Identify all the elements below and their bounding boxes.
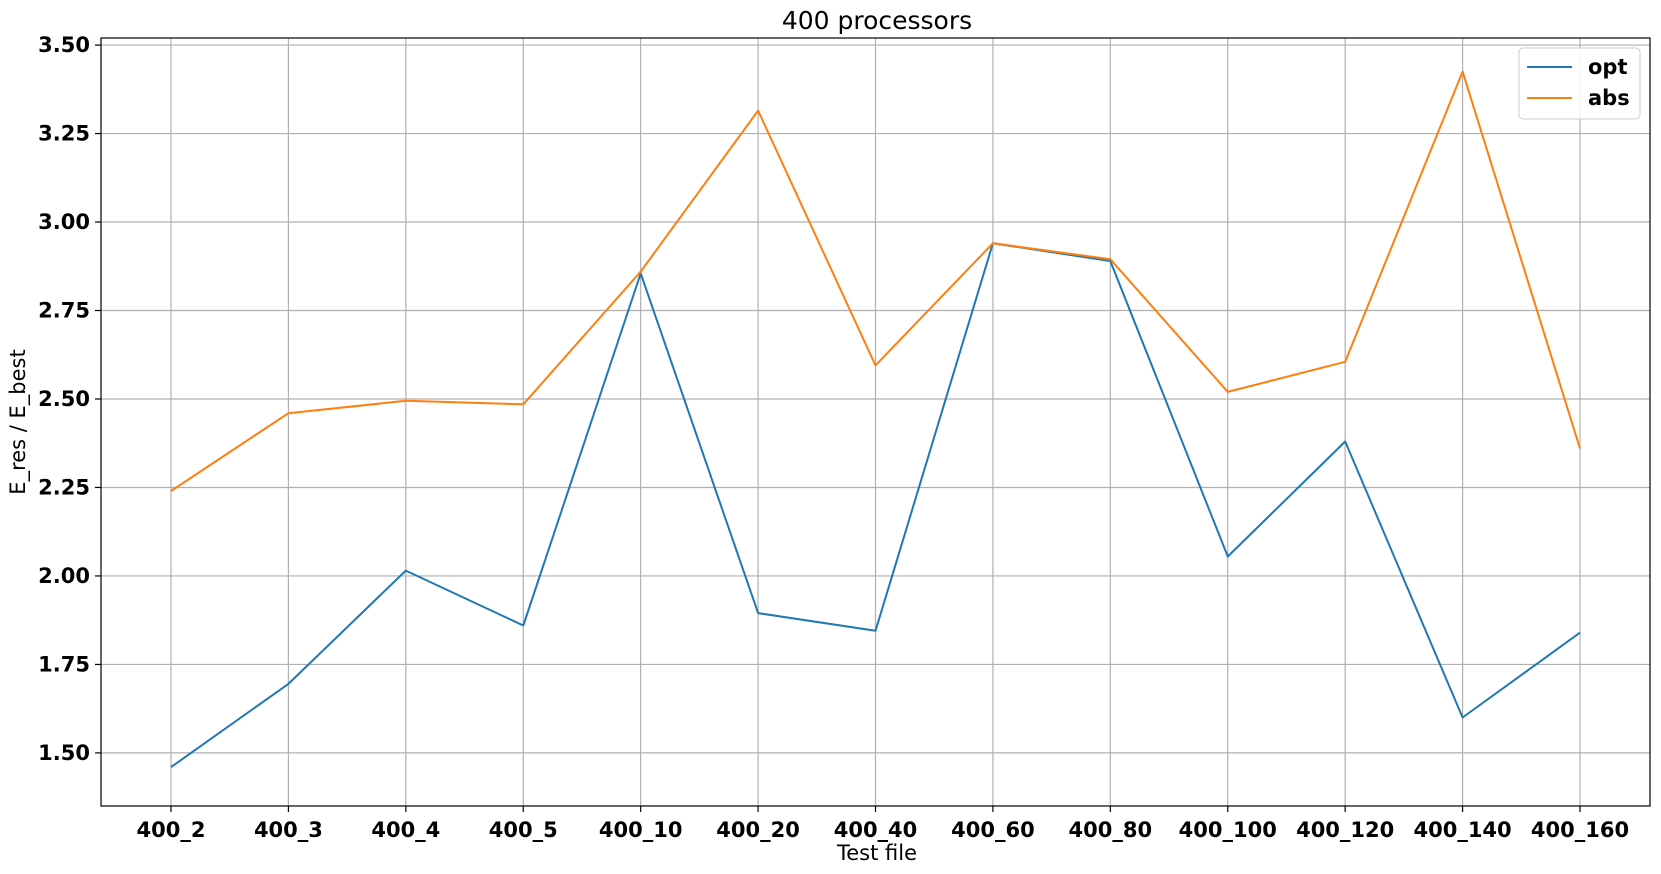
x-tick-label: 400_2 [137,818,206,842]
series-layer [170,70,1581,768]
legend-label-abs: abs [1588,86,1630,110]
x-tick-label: 400_10 [599,818,683,842]
y-tick-label: 3.50 [38,33,90,57]
legend: opt abs [1518,47,1641,120]
series-line-opt [170,242,1581,768]
x-tick-label: 400_5 [489,818,558,842]
y-tick-label: 2.50 [38,387,90,411]
x-tick-label: 400_140 [1413,818,1511,842]
y-tick-label: 2.75 [38,299,90,323]
x-tick-label: 400_3 [254,818,323,842]
legend-frame [1518,47,1641,120]
series-line-abs [170,70,1581,492]
grid-layer [101,38,1650,806]
x-axis-title: Test file [836,841,917,865]
x-tick-label: 400_4 [371,818,440,842]
x-tick-label: 400_160 [1531,818,1629,842]
y-tick-label: 2.00 [38,564,90,588]
y-tick-label: 1.50 [38,741,90,765]
chart-title: 400 processors [782,6,972,35]
x-tick-label: 400_20 [716,818,800,842]
x-tick-label: 400_40 [834,818,918,842]
y-tick-label: 1.75 [38,652,90,676]
axis-layer: 400_2 400_3 400_4 400_5 400_10 400_20 400_40 40… [38,33,1629,842]
y-tick-label: 2.25 [38,475,90,499]
y-tick-label: 3.00 [38,210,90,234]
x-tick-label: 400_120 [1296,818,1394,842]
x-tick-label: 400_60 [951,818,1035,842]
y-tick-label: 3.25 [38,122,90,146]
x-tick-label: 400_100 [1179,818,1277,842]
x-tick-label: 400_80 [1069,818,1153,842]
y-axis-title: E_res / E_best [6,349,31,494]
legend-label-opt: opt [1588,55,1628,79]
